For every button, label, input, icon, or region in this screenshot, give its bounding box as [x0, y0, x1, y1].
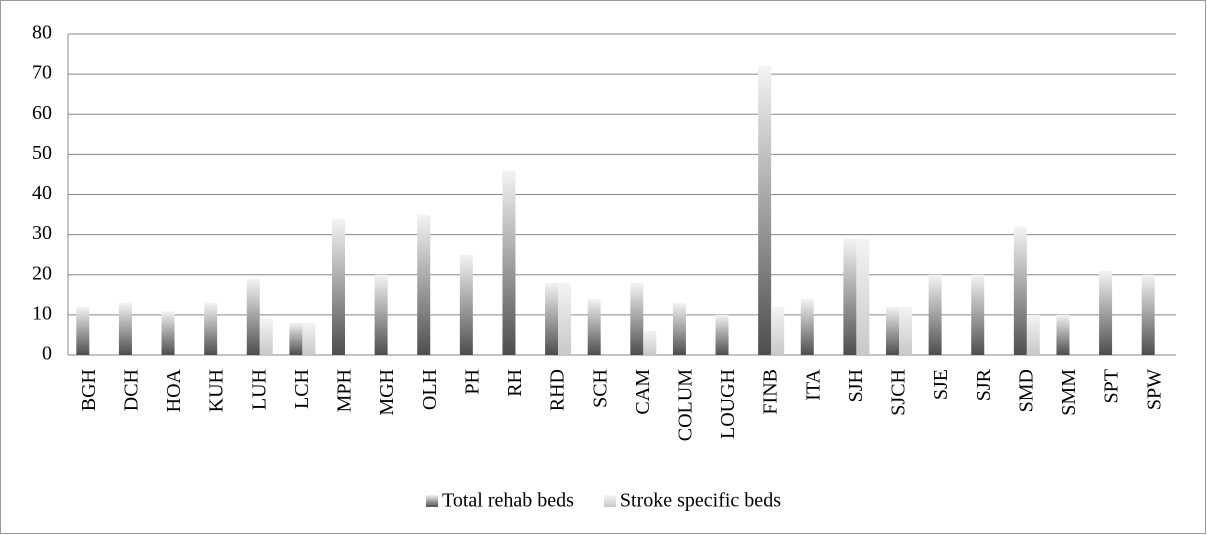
x-tick-label: KUH	[206, 369, 228, 412]
y-tick-label: 20	[32, 262, 52, 284]
y-tick-label: 0	[42, 343, 52, 365]
x-tick-label: SJH	[845, 369, 867, 402]
x-tick-label: OLH	[419, 369, 441, 410]
legend-swatch	[603, 495, 616, 507]
bar	[643, 330, 657, 355]
bar	[459, 254, 473, 355]
bar	[302, 322, 316, 355]
y-tick-label: 10	[32, 302, 52, 324]
y-tick-label: 50	[32, 142, 52, 164]
x-tick-label: SJE	[930, 369, 952, 400]
x-tick-label: HOA	[163, 368, 185, 412]
bar	[1099, 270, 1113, 355]
bar	[545, 282, 559, 355]
x-tick-label: SPT	[1101, 369, 1123, 403]
y-tick-label: 30	[32, 222, 52, 244]
x-tick-label: MPH	[334, 369, 356, 412]
bar	[899, 306, 912, 355]
bar	[417, 214, 431, 355]
bar	[1141, 274, 1155, 355]
legend-swatch	[426, 495, 439, 507]
bar	[289, 322, 303, 355]
y-tick-label: 80	[32, 22, 52, 44]
bar	[502, 170, 516, 355]
x-tick-label: SPW	[1143, 369, 1165, 410]
x-tick-label: ITA	[802, 368, 824, 400]
x-tick-label: COLUM	[675, 369, 697, 441]
legend-label: Stroke specific beds	[620, 490, 781, 512]
x-tick-label: SJCH	[888, 369, 910, 416]
bar	[856, 238, 870, 355]
bar	[204, 302, 218, 355]
bar	[374, 274, 388, 355]
bar	[1013, 226, 1027, 355]
x-tick-label: RHD	[547, 369, 569, 411]
y-tick-label: 70	[32, 62, 52, 84]
bar	[259, 318, 273, 355]
x-tick-label: CAM	[632, 369, 654, 415]
bar	[758, 66, 772, 355]
x-tick-label: LOUGH	[717, 369, 739, 439]
bar	[1026, 314, 1040, 355]
bar	[928, 274, 942, 355]
bar	[76, 306, 90, 355]
x-tick-label: SMM	[1058, 369, 1080, 416]
bar	[630, 282, 644, 355]
bar	[715, 314, 729, 355]
legend-label: Total rehab beds	[442, 490, 574, 512]
y-tick-label: 60	[32, 102, 52, 124]
bar	[118, 302, 132, 355]
y-tick-label: 40	[32, 182, 52, 204]
bar	[771, 306, 785, 355]
x-tick-label: BGH	[78, 369, 100, 411]
bar	[672, 302, 686, 355]
x-tick-label: PH	[461, 369, 483, 395]
bar	[1056, 314, 1070, 355]
x-tick-label: RH	[504, 369, 526, 397]
x-tick-label: SJR	[973, 368, 995, 401]
bar	[843, 238, 857, 355]
x-tick-label: LCH	[291, 369, 313, 409]
bar	[332, 218, 345, 355]
x-tick-label: SMD	[1015, 369, 1037, 412]
bar	[558, 282, 572, 355]
bar	[971, 274, 985, 355]
bar	[886, 306, 899, 355]
legend-item: Total rehab beds	[426, 490, 574, 512]
legend-item: Stroke specific beds	[603, 490, 781, 512]
bar	[587, 298, 601, 355]
bar	[800, 298, 814, 355]
x-tick-label: DCH	[121, 369, 143, 411]
x-tick-label: FINB	[760, 369, 782, 415]
x-tick-label: MGH	[376, 369, 398, 416]
x-tick-label: LUH	[248, 369, 270, 410]
bar	[246, 278, 260, 355]
x-tick-label: SCH	[589, 369, 611, 408]
bar	[161, 310, 175, 355]
